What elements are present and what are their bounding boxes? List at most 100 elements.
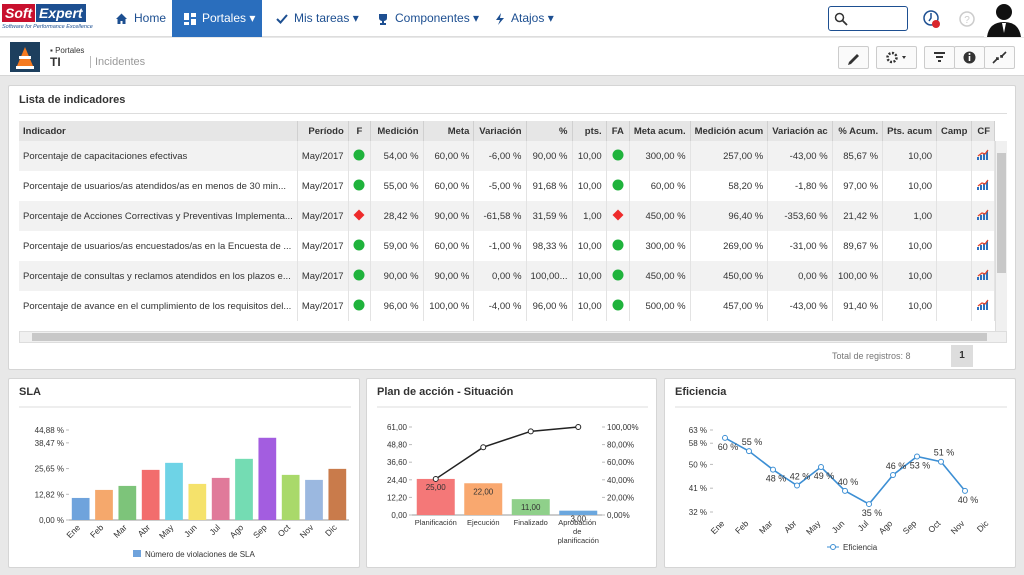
cell: 100,00 % [423,291,475,321]
cell: -4,00 % [473,291,527,321]
x-tick-label: Jun [182,522,199,539]
cf-cell [971,291,995,321]
cell: 10,00 [882,231,938,261]
settings-button[interactable] [876,46,917,69]
trophy-icon [379,14,387,25]
bar [141,469,160,520]
bar [559,510,598,515]
column-header: FA [606,121,630,141]
bar [211,477,230,520]
chart-icon [977,149,989,160]
cell: -43,00 % [767,291,833,321]
nav-atajos[interactable]: Atajos ▾ [495,0,554,37]
help-icon[interactable]: ? [958,10,976,28]
line-point [818,464,824,471]
cell: 98,33 % [526,231,573,261]
breadcrumb-parent[interactable]: ▪ Portales [50,46,85,55]
cell: May/2017 [297,261,349,291]
avatar[interactable] [984,0,1024,37]
data-label: 22,00 [473,487,494,496]
bolt-icon [496,13,504,25]
bar [188,483,207,520]
legend-marker [830,544,836,550]
cell: 300,00 % [629,231,691,261]
indicator-name: Porcentaje de Acciones Correctivas y Pre… [19,201,298,231]
status-icon [612,299,624,310]
v-scrollbar[interactable] [995,141,1007,331]
line-point [746,448,752,455]
line-point [866,501,872,508]
x-tick-label: Feb [88,522,106,540]
column-header: Meta acum. [629,121,691,141]
nav-portales[interactable]: Portales ▾ [172,0,262,37]
cf-cell [971,231,995,261]
h-scrollbar[interactable] [19,331,1007,343]
nav-componentes[interactable]: Componentes ▾ [377,0,479,37]
home-icon [116,13,127,24]
info-button[interactable] [954,46,985,69]
status-circle [612,179,624,190]
breadcrumb-parent-text: Portales [55,46,85,55]
chart-icon [977,299,989,310]
cell: 300,00 % [629,141,691,171]
line-point [527,428,534,435]
y-tick-label: 0,00 % [39,516,64,525]
chart-panel: Eficiencia 32 % 41 % 50 % 58 % 63 % Ene Feb Mar A… [664,378,1016,568]
line-point [938,458,944,465]
data-label: 48 % [766,474,787,484]
data-label: 42 % [790,472,811,482]
y-tick-label: 0,00% [607,511,630,520]
x-tick-label: May [157,522,176,541]
x-tick-label: Ene [64,522,82,540]
x-tick-label: Ago [877,518,895,536]
cell: 90,00 % [526,141,573,171]
page-number[interactable]: 1 [951,345,973,367]
data-label: 40 % [958,495,979,505]
nav-label: Home [134,11,167,25]
cell [936,201,973,231]
nav-home[interactable]: Home [115,0,166,37]
y-tick-label: 36,60 [387,458,408,467]
data-label: 46 % [886,461,907,471]
icon [977,270,989,280]
data-label: 55 % [742,437,763,447]
top-nav: Soft Expert Software for Performance Exc… [0,0,1024,37]
cell: 90,00 % [370,261,424,291]
status-icon [612,209,624,220]
cell [936,141,973,171]
cell: 55,00 % [370,171,424,201]
bar [71,497,90,520]
alert-icon[interactable] [922,9,942,29]
status-cell [606,141,630,171]
x-tick-label: Abr [136,522,153,539]
indicator-panel: Lista de indicadores Indicador Período F Me… [8,85,1016,370]
edit-button[interactable] [838,46,869,69]
search-box[interactable] [828,6,908,31]
breadcrumb-title: TI [50,55,61,69]
cell: 85,67 % [832,141,884,171]
filter-button[interactable] [924,46,955,69]
line-point [794,482,800,489]
cell: May/2017 [297,291,349,321]
column-header: % Acum. [832,121,884,141]
line [435,426,579,480]
x-tick-label: Finalizado [514,518,548,527]
y-tick-label: 25,65 % [35,465,64,474]
data-label: 11,00 [521,503,541,512]
data-label: 51 % [934,448,955,458]
cell: 89,67 % [832,231,884,261]
table-row: Porcentaje de capacitaciones efectivas Ma… [19,141,995,171]
status-cell [348,261,372,291]
chart-title: Plan de acción - Situación [377,386,514,398]
status-cell [606,171,630,201]
collapse-button[interactable] [984,46,1015,69]
nav-tareas[interactable]: Mis tareas ▾ [276,0,359,37]
y-tick-label: 58 % [689,439,707,448]
data-label: 49 % [814,471,835,481]
cell: 28,42 % [370,201,424,231]
cell: 10,00 [572,261,607,291]
y-tick-label: 50 % [689,460,707,469]
line-point [480,444,487,451]
x-tick-label: Mar [111,522,129,540]
